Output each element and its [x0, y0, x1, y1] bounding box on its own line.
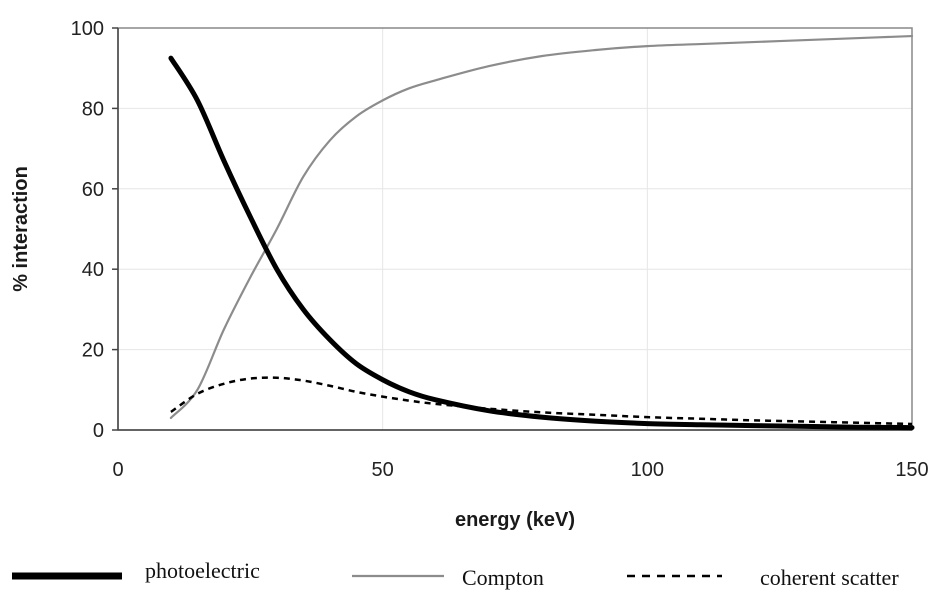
legend-label-compton: Compton — [462, 565, 544, 590]
x-tick-label: 100 — [631, 459, 664, 481]
legend-label-photoelectric: photoelectric — [145, 558, 260, 583]
y-tick-label: 0 — [93, 420, 104, 442]
y-tick-label: 40 — [82, 259, 104, 281]
tick-labels: 0 20 40 60 80 100 0 50 100 150 — [71, 18, 929, 481]
series-line-coherent-scatter — [170, 376, 913, 426]
x-tick-label: 0 — [112, 459, 123, 481]
x-axis-title: energy (keV) — [455, 509, 575, 531]
axes — [112, 27, 912, 431]
series-line-photoelectric — [168, 55, 915, 431]
y-tick-label: 20 — [82, 340, 104, 362]
y-tick-label: 60 — [82, 179, 104, 201]
series-line-compton — [169, 34, 914, 420]
y-tick-label: 100 — [71, 18, 104, 40]
x-tick-label: 50 — [372, 459, 394, 481]
series-layer — [168, 34, 915, 431]
y-tick-label: 80 — [82, 98, 104, 120]
y-axis-title: % interaction — [10, 166, 32, 292]
legend: photoelectric Compton coherent scatter — [12, 558, 899, 590]
plot-area-border — [117, 27, 913, 431]
legend-label-coherent-scatter: coherent scatter — [760, 565, 899, 590]
x-tick-label: 150 — [895, 459, 928, 481]
grid-lines — [118, 28, 912, 430]
